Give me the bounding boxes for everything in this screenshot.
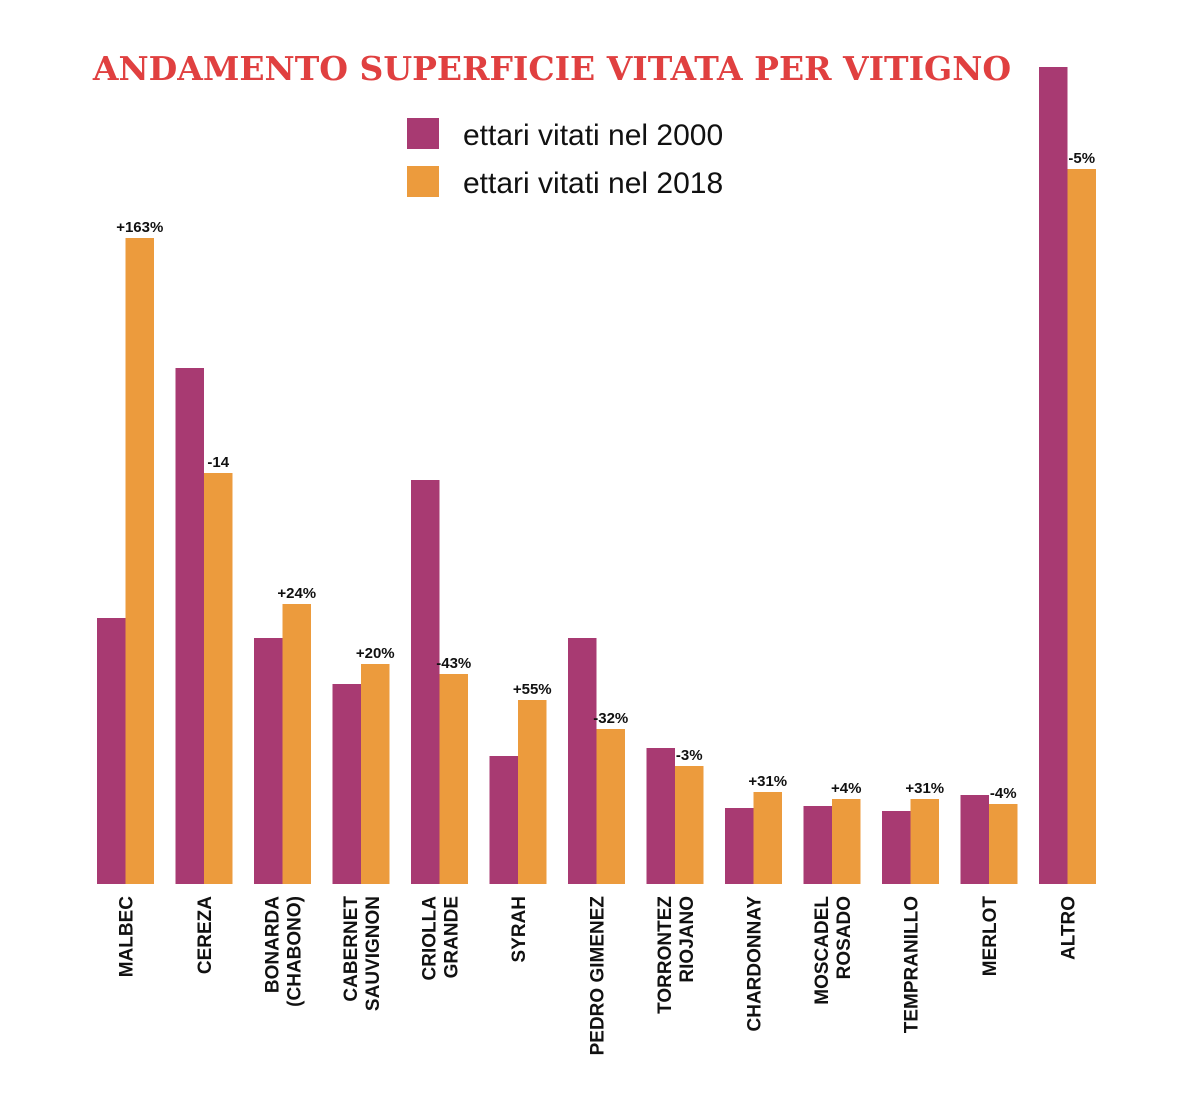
category-label-line: MERLOT <box>980 896 1001 977</box>
legend-label-2000: ettari vitati nel 2000 <box>463 119 723 152</box>
change-label-chardonnay: +31% <box>748 773 787 790</box>
bar-cereza-2018 <box>204 473 233 884</box>
change-label-pedro-gimenez: -32% <box>593 710 628 727</box>
category-label-moscadel-rosado: MOSCADELROSADO <box>812 896 855 1005</box>
category-label-line: TORRONTEZ <box>655 896 676 1014</box>
category-label-criolla-grande: CRIOLLAGRANDE <box>420 896 463 981</box>
category-label-chardonnay: CHARDONNAY <box>745 896 766 1032</box>
bar-moscadel-rosado-2000 <box>803 806 832 884</box>
change-label-altro: -5% <box>1068 150 1095 167</box>
category-label-cabernet-sauvignon: CABERNETSAUVIGNON <box>341 896 384 1011</box>
bar-pedro-gimenez-2000 <box>568 638 597 884</box>
change-label-moscadel-rosado: +4% <box>831 780 861 797</box>
chart-title: ANDAMENTO SUPERFICIE VITATA PER VITIGNO <box>92 49 1011 88</box>
bars-group <box>97 67 1096 884</box>
bar-chardonnay-2018 <box>753 792 782 884</box>
bar-cabernet-sauvignon-2018 <box>361 664 390 884</box>
category-label-line: SYRAH <box>509 896 530 963</box>
category-label-pedro-gimenez: PEDRO GIMENEZ <box>588 896 609 1056</box>
category-label-line: GRANDE <box>442 896 463 978</box>
bar-bonarda-chabono-2018 <box>282 604 311 884</box>
category-label-line: ALTRO <box>1059 896 1080 960</box>
category-label-line: CHARDONNAY <box>745 896 766 1032</box>
category-label-line: ROSADO <box>834 896 855 979</box>
category-label-line: CEREZA <box>195 896 216 974</box>
bar-altro-2000 <box>1039 67 1068 884</box>
category-label-syrah: SYRAH <box>509 896 530 963</box>
category-label-line: SAUVIGNON <box>363 896 384 1011</box>
category-label-cereza: CEREZA <box>195 896 216 974</box>
bar-bonarda-chabono-2000 <box>254 638 283 884</box>
change-label-syrah: +55% <box>513 681 552 698</box>
legend-swatch-2000 <box>407 118 439 149</box>
bar-merlot-2018 <box>989 804 1018 884</box>
category-label-line: TEMPRANILLO <box>902 896 923 1033</box>
change-labels-group: +163% -14 +24% +20% -43% +55% -32% -3% +31% +4% +3… <box>116 150 1095 802</box>
change-label-malbec: +163% <box>116 219 163 236</box>
bar-chardonnay-2000 <box>725 808 754 884</box>
bar-syrah-2018 <box>518 700 547 884</box>
change-label-tempranillo: +31% <box>905 780 944 797</box>
bar-criolla-grande-2000 <box>411 480 440 884</box>
bar-cereza-2000 <box>175 368 204 884</box>
change-label-cereza: -14 <box>207 454 229 471</box>
category-label-line: BONARDA <box>263 896 284 993</box>
legend-swatch-2018 <box>407 166 439 197</box>
category-label-line: RIOJANO <box>677 896 698 983</box>
change-label-cabernet-sauvignon: +20% <box>356 645 395 662</box>
bar-tempranillo-2018 <box>910 799 939 884</box>
category-label-line: PEDRO GIMENEZ <box>588 896 609 1056</box>
bar-torrontez-riojano-2018 <box>675 766 704 884</box>
bar-altro-2018 <box>1067 169 1096 884</box>
category-label-bonarda-chabono: BONARDA(CHABONO) <box>263 896 306 1007</box>
change-label-merlot: -4% <box>990 785 1017 802</box>
category-labels-group: MALBEC CEREZA BONARDA(CHABONO) CABERNETSAUV… <box>117 896 1080 1056</box>
bar-criolla-grande-2018 <box>439 674 468 884</box>
category-label-torrontez-riojano: TORRONTEZRIOJANO <box>655 896 698 1014</box>
bar-torrontez-riojano-2000 <box>646 748 675 884</box>
legend-label-2018: ettari vitati nel 2018 <box>463 167 723 200</box>
category-label-line: MALBEC <box>117 896 138 978</box>
category-label-line: MOSCADEL <box>812 896 833 1005</box>
bar-pedro-gimenez-2018 <box>596 729 625 884</box>
category-label-tempranillo: TEMPRANILLO <box>902 896 923 1033</box>
bar-malbec-2018 <box>125 238 154 884</box>
bar-moscadel-rosado-2018 <box>832 799 861 884</box>
legend: ettari vitati nel 2000 ettari vitati nel… <box>407 118 723 200</box>
change-label-criolla-grande: -43% <box>436 655 471 672</box>
category-label-line: CABERNET <box>341 896 362 1002</box>
bar-tempranillo-2000 <box>882 811 911 884</box>
bar-cabernet-sauvignon-2000 <box>332 684 361 884</box>
category-label-malbec: MALBEC <box>117 896 138 978</box>
category-label-line: CRIOLLA <box>420 896 441 981</box>
bar-merlot-2000 <box>960 795 989 884</box>
category-label-merlot: MERLOT <box>980 896 1001 977</box>
bar-malbec-2000 <box>97 618 126 884</box>
bar-syrah-2000 <box>489 756 518 884</box>
change-label-torrontez-riojano: -3% <box>676 747 703 764</box>
category-label-altro: ALTRO <box>1059 896 1080 960</box>
category-label-line: (CHABONO) <box>285 896 306 1007</box>
change-label-bonarda-chabono: +24% <box>277 585 316 602</box>
